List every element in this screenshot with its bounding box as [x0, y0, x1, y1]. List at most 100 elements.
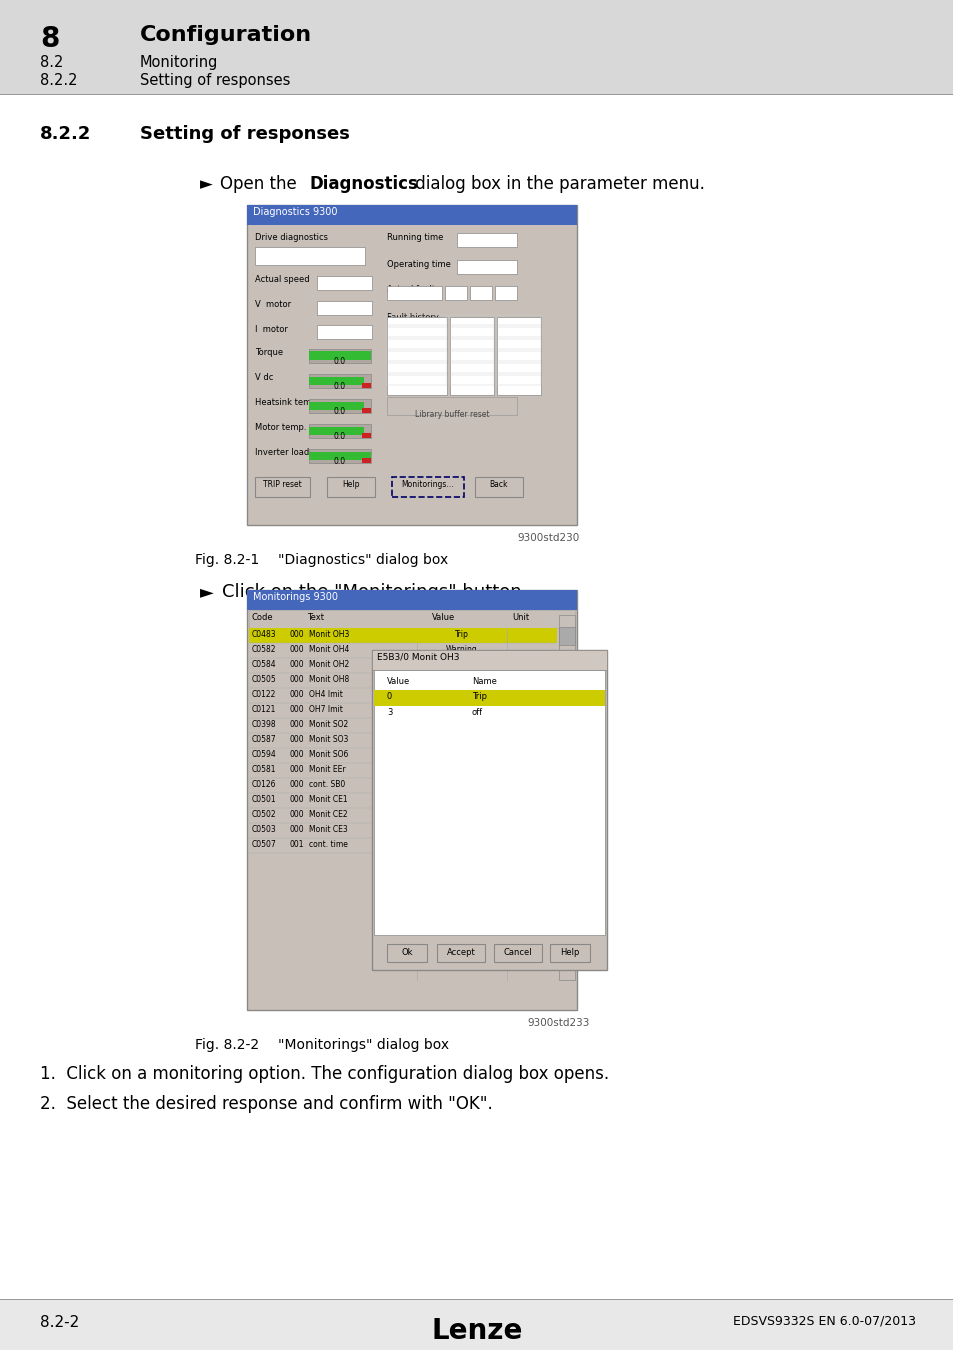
- Text: 0.0: 0.0: [334, 382, 346, 391]
- Text: Value: Value: [432, 613, 455, 622]
- Bar: [387, 351, 447, 360]
- Bar: [0, 1299, 953, 1300]
- Bar: [387, 944, 427, 963]
- Bar: [497, 317, 540, 396]
- Text: 000: 000: [290, 780, 304, 788]
- Bar: [361, 383, 371, 387]
- Bar: [316, 301, 372, 315]
- Bar: [309, 452, 371, 460]
- Bar: [450, 315, 494, 325]
- Bar: [470, 286, 492, 300]
- Text: C0503: C0503: [252, 825, 276, 834]
- Bar: [387, 317, 447, 396]
- Bar: [497, 339, 540, 350]
- Text: 0.0: 0.0: [334, 458, 346, 466]
- Text: 000: 000: [290, 645, 304, 653]
- Text: 000: 000: [290, 751, 304, 759]
- Text: Value: Value: [387, 676, 410, 686]
- Text: C0505: C0505: [252, 675, 276, 684]
- Text: cont. SB0: cont. SB0: [309, 780, 345, 788]
- Text: 000: 000: [290, 630, 304, 639]
- Text: Fault history: Fault history: [387, 313, 438, 323]
- Text: Accept: Accept: [446, 948, 475, 957]
- Text: Trip: Trip: [472, 693, 486, 701]
- Text: C0584: C0584: [252, 660, 276, 670]
- Bar: [497, 363, 540, 373]
- Text: Monitorings...: Monitorings...: [401, 481, 454, 489]
- Text: Text: Text: [307, 613, 324, 622]
- Bar: [361, 458, 371, 463]
- Text: Monit OH4: Monit OH4: [309, 645, 349, 653]
- Text: Diagnostics: Diagnostics: [310, 176, 418, 193]
- Bar: [450, 375, 494, 385]
- Bar: [316, 275, 372, 290]
- Text: 9300std230: 9300std230: [517, 533, 579, 543]
- Text: C0122: C0122: [252, 690, 276, 699]
- Text: 3: 3: [387, 707, 392, 717]
- Text: Setting of responses: Setting of responses: [140, 73, 290, 88]
- Bar: [247, 590, 577, 1010]
- Text: Name: Name: [472, 676, 497, 686]
- Bar: [387, 397, 517, 414]
- Bar: [558, 616, 575, 980]
- Bar: [387, 363, 447, 373]
- Text: C0594: C0594: [252, 751, 276, 759]
- Text: Actual speed: Actual speed: [254, 275, 310, 284]
- Text: E5B3/0 Monit OH3: E5B3/0 Monit OH3: [376, 652, 459, 662]
- Text: Torque: Torque: [254, 348, 283, 356]
- Text: Diagnostics 9300: Diagnostics 9300: [253, 207, 337, 217]
- Text: Drive diagnostics: Drive diagnostics: [254, 234, 328, 242]
- Bar: [497, 351, 540, 360]
- Text: 2.  Select the desired response and confirm with "OK".: 2. Select the desired response and confi…: [40, 1095, 493, 1112]
- Bar: [450, 317, 494, 396]
- Text: OH7 Imit: OH7 Imit: [309, 705, 342, 714]
- Text: Trip: Trip: [455, 630, 469, 639]
- Text: Ok: Ok: [401, 948, 413, 957]
- Text: 8.2: 8.2: [40, 55, 63, 70]
- Text: off: off: [472, 707, 482, 717]
- Bar: [392, 477, 463, 497]
- Text: 0.0: 0.0: [334, 406, 346, 416]
- Text: Open the: Open the: [220, 176, 302, 193]
- Text: 9300std233: 9300std233: [527, 1018, 589, 1027]
- Text: Actual fault: Actual fault: [387, 285, 435, 294]
- Bar: [309, 402, 364, 410]
- Bar: [309, 351, 371, 360]
- Text: Fig. 8.2-2: Fig. 8.2-2: [194, 1038, 259, 1052]
- Bar: [309, 374, 371, 387]
- Text: 0.0: 0.0: [334, 432, 346, 441]
- Text: EDSVS9332S EN 6.0-07/2013: EDSVS9332S EN 6.0-07/2013: [732, 1315, 915, 1328]
- Text: C0581: C0581: [252, 765, 276, 774]
- Text: 8.2.2: 8.2.2: [40, 73, 77, 88]
- Bar: [450, 327, 494, 338]
- Text: Running time: Running time: [387, 234, 443, 242]
- Text: C0121: C0121: [252, 705, 276, 714]
- Text: Monit OH8: Monit OH8: [309, 675, 349, 684]
- Bar: [249, 628, 557, 643]
- Bar: [309, 427, 364, 435]
- Text: 000: 000: [290, 660, 304, 670]
- Text: Monit SO6: Monit SO6: [309, 751, 348, 759]
- Text: Monit CE2: Monit CE2: [309, 810, 347, 819]
- Bar: [309, 450, 371, 463]
- Bar: [361, 433, 371, 437]
- Bar: [416, 628, 506, 643]
- Bar: [247, 205, 577, 525]
- Text: ►: ►: [200, 176, 213, 193]
- Text: 000: 000: [290, 720, 304, 729]
- Text: OH4 Imit: OH4 Imit: [309, 690, 342, 699]
- Bar: [372, 649, 606, 971]
- Bar: [247, 590, 577, 610]
- Text: 000: 000: [290, 825, 304, 834]
- Text: 000: 000: [290, 734, 304, 744]
- Text: C0398: C0398: [252, 720, 276, 729]
- Bar: [374, 690, 604, 706]
- Text: cont. time: cont. time: [309, 840, 348, 849]
- Text: 000: 000: [290, 810, 304, 819]
- Text: 000: 000: [290, 690, 304, 699]
- Text: Monit SO2: Monit SO2: [309, 720, 348, 729]
- Text: V dc: V dc: [254, 373, 274, 382]
- Text: Click on the "Monitorings" button.: Click on the "Monitorings" button.: [222, 583, 527, 601]
- Text: 001: 001: [290, 840, 304, 849]
- Text: Monit SO3: Monit SO3: [309, 734, 348, 744]
